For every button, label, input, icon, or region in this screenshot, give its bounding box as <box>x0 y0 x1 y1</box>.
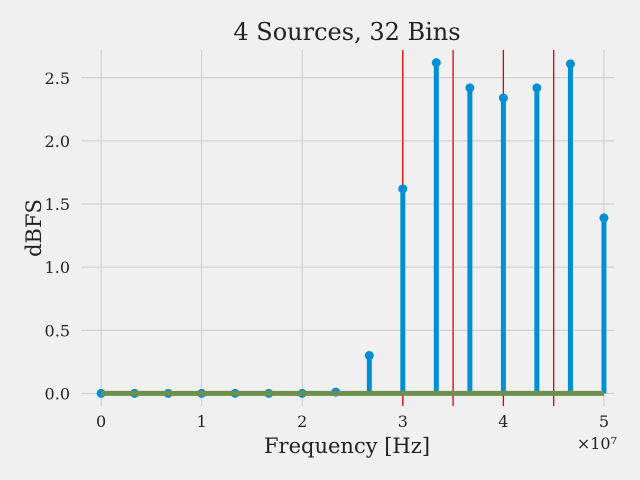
x-tick-label: 5 <box>599 412 609 431</box>
x-axis-title: Frequency [Hz] <box>264 434 430 458</box>
x-tick-label: 4 <box>498 412 508 431</box>
stem-marker <box>532 83 542 93</box>
x-tick-label: 2 <box>297 412 307 431</box>
stem-marker <box>465 83 475 93</box>
stem-marker <box>364 351 374 361</box>
y-tick-label: 0.0 <box>45 384 70 403</box>
stem-marker <box>398 184 408 194</box>
x-tick-label: 1 <box>197 412 207 431</box>
x-tick-label: 0 <box>96 412 106 431</box>
plot-area <box>81 50 614 406</box>
y-tick-label: 2.0 <box>45 132 70 151</box>
stem-marker <box>431 58 441 68</box>
y-axis-title: dBFS <box>22 199 46 257</box>
chart-title: 4 Sources, 32 Bins <box>233 18 460 46</box>
y-tick-label: 0.5 <box>45 321 70 340</box>
stem-marker <box>498 93 508 103</box>
y-tick-label: 1.5 <box>45 195 70 214</box>
x-tick-label: 3 <box>398 412 408 431</box>
x-axis-multiplier: ×10⁷ <box>577 434 617 453</box>
y-tick-label: 2.5 <box>45 69 70 88</box>
stem-marker <box>599 213 609 223</box>
y-tick-label: 1.0 <box>45 258 70 277</box>
tick-labels: 0 1 2 3 4 5 0.0 0.5 1.0 1.5 2.0 2.5 <box>45 69 609 431</box>
stem-marker <box>565 59 575 69</box>
